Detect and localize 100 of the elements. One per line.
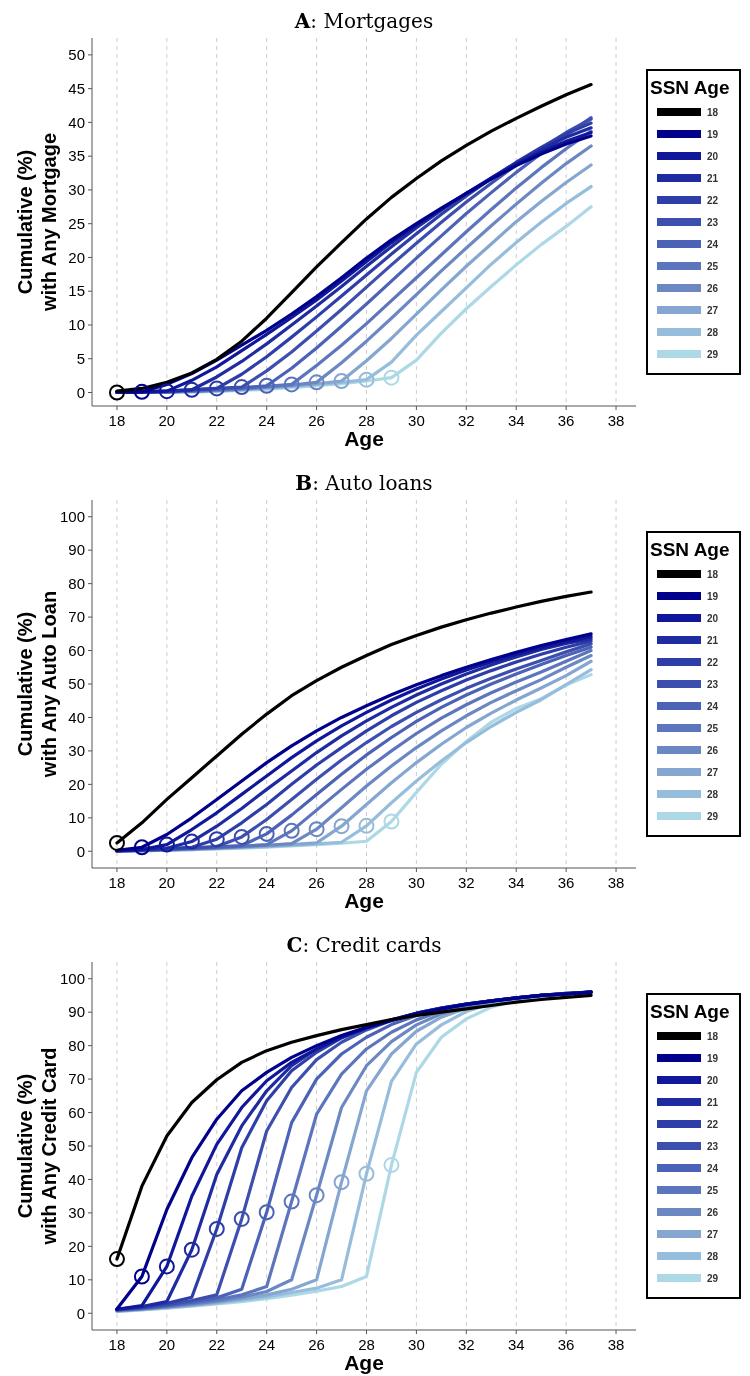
y-tick-label: 80 [68,574,85,592]
x-tick-label: 18 [108,874,126,891]
y-tick-label: 50 [68,46,85,64]
chart-title: A: Mortgages [293,9,434,33]
point [158,836,175,853]
y-axis-title: Cumulative (%) with Any Mortgage [14,132,60,313]
y-tick-label: 60 [68,1103,85,1121]
point [233,379,250,396]
legend-label: 20 [707,1074,719,1086]
x-tick-label: 34 [507,412,525,429]
legend-label: 23 [707,678,719,690]
y-tick-label: 20 [68,1237,85,1255]
x-tick-label: 30 [408,1336,425,1353]
legend-label: 22 [707,194,719,206]
x-tick-label: 24 [258,1336,276,1353]
y-axis-title: Cumulative (%) with Any Auto Loan [14,590,60,779]
point [208,380,225,397]
legend-label: 25 [707,260,719,272]
legend-label: 22 [707,656,719,668]
legend-label: 23 [707,216,719,228]
legend-label: 27 [707,1228,719,1240]
legend-label: 24 [707,1162,719,1174]
x-tick-label: 22 [208,1336,226,1353]
y-tick-label: 20 [68,248,85,266]
point [208,1220,225,1237]
point [383,813,400,830]
x-tick-label: 20 [158,874,176,891]
x-tick-label: 38 [607,1336,625,1353]
legend-label: 26 [707,1206,719,1218]
y-tick-label: 30 [68,1204,85,1222]
point [258,1204,275,1221]
point [283,1193,300,1210]
point [183,381,200,398]
legend-label: 27 [707,766,719,778]
y-tick-label: 45 [68,79,85,97]
y-tick-label: 25 [68,214,85,232]
point [233,828,250,845]
point [258,825,275,842]
y-tick-label: 70 [68,608,85,626]
y-tick-label: 40 [68,708,85,726]
x-tick-label: 34 [507,1336,525,1353]
x-tick-label: 18 [108,412,126,429]
point [208,831,225,848]
point [183,1241,200,1258]
y-axis-title: Cumulative (%) with Any Credit Card [14,1047,60,1246]
legend-label: 28 [707,1250,719,1262]
x-tick-label: 28 [358,412,375,429]
point [108,384,125,401]
y-tick-label: 5 [76,349,85,367]
y-tick-label: 0 [76,383,85,401]
x-tick-label: 30 [408,412,425,429]
legend-title: SSN Age [650,539,730,560]
y-tick-label: 10 [68,809,85,827]
point [358,1165,375,1182]
legend-label: 25 [707,1184,719,1196]
point [383,369,400,386]
x-tick-label: 32 [457,1336,475,1353]
x-tick-label: 38 [607,874,625,891]
y-tick-label: 0 [76,842,85,860]
x-axis-title: Age [344,1351,384,1374]
y-tick-label: 50 [68,675,85,693]
legend-label: 19 [707,590,719,602]
point [233,1210,250,1227]
point [133,383,150,400]
y-tick-label: 30 [68,181,85,199]
x-tick-label: 36 [557,1336,575,1353]
point [183,833,200,850]
x-tick-label: 28 [358,1336,375,1353]
x-tick-label: 26 [308,1336,325,1353]
legend-label: 26 [707,744,719,756]
x-axis-title: Age [344,427,384,450]
chart-title: B: Auto loans [295,471,433,495]
legend-title: SSN Age [650,77,730,98]
point [358,371,375,388]
y-tick-label: 90 [68,1003,85,1021]
x-tick-label: 30 [408,874,425,891]
x-tick-label: 18 [108,1336,126,1353]
legend-label: 20 [707,150,719,162]
x-tick-label: 36 [557,412,575,429]
legend-label: 26 [707,282,719,294]
legend-label: 19 [707,128,719,140]
x-tick-label: 20 [158,1336,176,1353]
point [333,1174,350,1191]
point [108,834,125,851]
point [283,822,300,839]
y-tick-label: 30 [68,742,85,760]
x-tick-label: 22 [208,412,226,429]
legend-label: 25 [707,722,719,734]
legend-label: 18 [707,1030,719,1042]
point [158,1258,175,1275]
point [333,373,350,390]
x-tick-label: 32 [457,412,475,429]
legend-label: 21 [707,634,719,646]
point [308,374,325,391]
x-tick-label: 20 [158,412,176,429]
point [308,1187,325,1204]
point [358,817,375,834]
x-tick-label: 26 [308,412,325,429]
legend-title: SSN Age [650,1001,730,1022]
x-tick-label: 34 [507,874,525,891]
